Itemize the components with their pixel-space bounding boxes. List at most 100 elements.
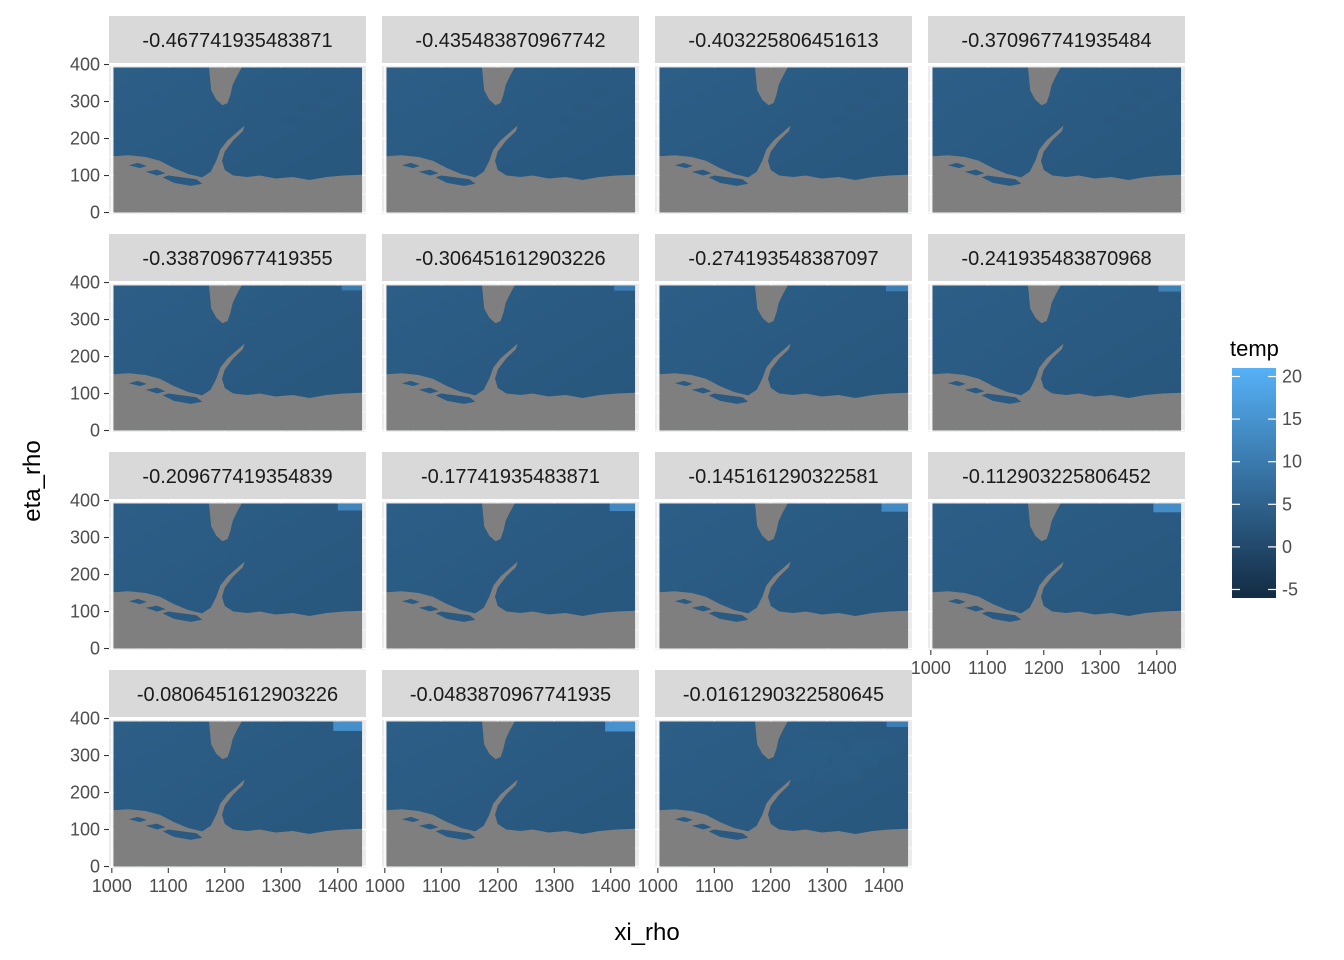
temperature-texture: [246, 102, 272, 112]
temperature-texture: [807, 525, 835, 536]
land-mask: [113, 503, 362, 649]
temperature-texture: [1114, 538, 1142, 549]
temperature-texture: [313, 307, 340, 318]
temperature-texture: [808, 307, 835, 318]
warm-water-region: [886, 721, 909, 727]
y-tick-label: 400: [70, 55, 100, 75]
land-mask: [932, 503, 1181, 649]
temperature-texture: [1047, 551, 1075, 562]
y-tick-label: 0: [90, 203, 100, 223]
temperature-texture: [501, 551, 529, 562]
y-tick-label: 100: [70, 166, 100, 186]
temperature-texture: [501, 333, 528, 344]
temperature-texture: [790, 538, 818, 549]
y-tick-label: 200: [70, 347, 100, 367]
x-tick-label: 1000: [365, 876, 405, 896]
x-tick-label: 1100: [149, 876, 188, 896]
facet-strip: [382, 670, 639, 717]
facet-panel: -0.209677419354839 0 100 200 300 400: [70, 452, 366, 659]
facet-panel: -0.112903225806452 1000 1100 1200 1300 1400: [911, 452, 1185, 678]
land-mask: [386, 67, 635, 213]
x-axis-title: xi_rho: [614, 919, 679, 946]
facet-panel: -0.338709677419355 0 100 200 300 400: [70, 234, 366, 441]
temperature-texture: [228, 333, 255, 344]
temperature-texture: [564, 754, 601, 769]
x-tick-label: 1200: [478, 876, 518, 896]
x-tick-label: 1200: [205, 876, 245, 896]
temperature-texture: [797, 739, 846, 758]
temperature-texture: [1048, 115, 1074, 125]
land-mask: [932, 285, 1181, 431]
facet-strip-label: -0.0483870967741935: [410, 684, 611, 706]
temperature-texture: [1115, 320, 1142, 331]
y-tick-label: 300: [70, 528, 100, 548]
y-tick-label: 200: [70, 129, 100, 149]
y-tick-label: 100: [70, 602, 100, 622]
facet-strip: [928, 16, 1185, 63]
facet-panel: -0.0806451612903226 0 100 200 300 400 1000 1100…: [70, 670, 366, 896]
facet-panel: -0.0161290322580645 1000 1100 1200 1300 1400: [638, 670, 912, 896]
legend-tick-label: 10: [1282, 452, 1302, 472]
warm-water-region: [881, 503, 909, 512]
x-tick-label: 1400: [318, 876, 358, 896]
temperature-texture: [547, 767, 584, 782]
facet-panel: -0.403225806451613: [655, 16, 912, 214]
facet-strip: [109, 16, 366, 63]
facet-strip-label: -0.145161290322581: [688, 466, 878, 488]
facet-panel: -0.274193548387097: [655, 234, 912, 432]
facet-strip: [382, 16, 639, 63]
temperature-texture: [774, 333, 801, 344]
facets-layer: -0.467741935483871 0 100 200 300 400 -0.435483…: [70, 16, 1185, 896]
temperature-texture: [243, 755, 274, 767]
x-tick-label: 1100: [422, 876, 461, 896]
facet-panel: -0.435483870967742: [382, 16, 639, 214]
facet-panel: -0.306451612903226: [382, 234, 639, 432]
facet-strip: [382, 452, 639, 499]
temperature-texture: [297, 102, 323, 112]
temperature-texture: [843, 102, 869, 112]
facet-panel: -0.467741935483871 0 100 200 300 400: [70, 16, 366, 223]
temperature-texture: [774, 551, 802, 562]
facet-strip: [928, 234, 1185, 281]
facet-strip: [655, 16, 912, 63]
temperature-texture: [278, 551, 306, 562]
land-mask: [932, 67, 1181, 213]
facet-strip: [109, 452, 366, 499]
y-axis-title: eta_rho: [19, 440, 46, 521]
temperature-texture: [1065, 102, 1091, 112]
temperature-texture: [859, 307, 886, 318]
facet-strip: [655, 234, 912, 281]
temperature-texture: [569, 320, 596, 331]
temperature-texture: [261, 525, 289, 536]
temperature-texture: [763, 765, 812, 784]
temperature-texture: [809, 89, 835, 99]
y-tick-label: 300: [70, 310, 100, 330]
legend-tick-label: 20: [1282, 367, 1302, 387]
y-tick-label: 400: [70, 709, 100, 729]
temperature-texture: [296, 320, 323, 331]
x-tick-label: 1200: [751, 876, 791, 896]
facet-strip: [655, 452, 912, 499]
facet-strip-label: -0.306451612903226: [415, 248, 605, 270]
temperature-texture: [1047, 333, 1074, 344]
facet-strip-label: -0.467741935483871: [142, 30, 332, 52]
facet-panel: -0.17741935483871: [382, 452, 639, 650]
x-tick-label: 1400: [864, 876, 904, 896]
temperature-texture: [581, 741, 618, 756]
temperature-texture: [831, 752, 880, 771]
y-tick-label: 400: [70, 491, 100, 511]
temperature-texture: [1131, 525, 1159, 536]
temperature-texture: [568, 538, 596, 549]
temperature-texture: [814, 765, 863, 784]
legend-ticks: 20 15 10 5 0 -5: [1232, 367, 1302, 599]
warm-water-region: [1158, 285, 1182, 292]
temperature-texture: [553, 115, 579, 125]
temperature-texture: [244, 538, 272, 549]
temperature-texture: [536, 89, 562, 99]
y-tick-label: 400: [70, 273, 100, 293]
warm-water-region: [605, 721, 636, 732]
temperature-texture: [860, 89, 886, 99]
facet-panel: -0.241935483870968: [928, 234, 1185, 432]
temperature-texture: [858, 525, 886, 536]
